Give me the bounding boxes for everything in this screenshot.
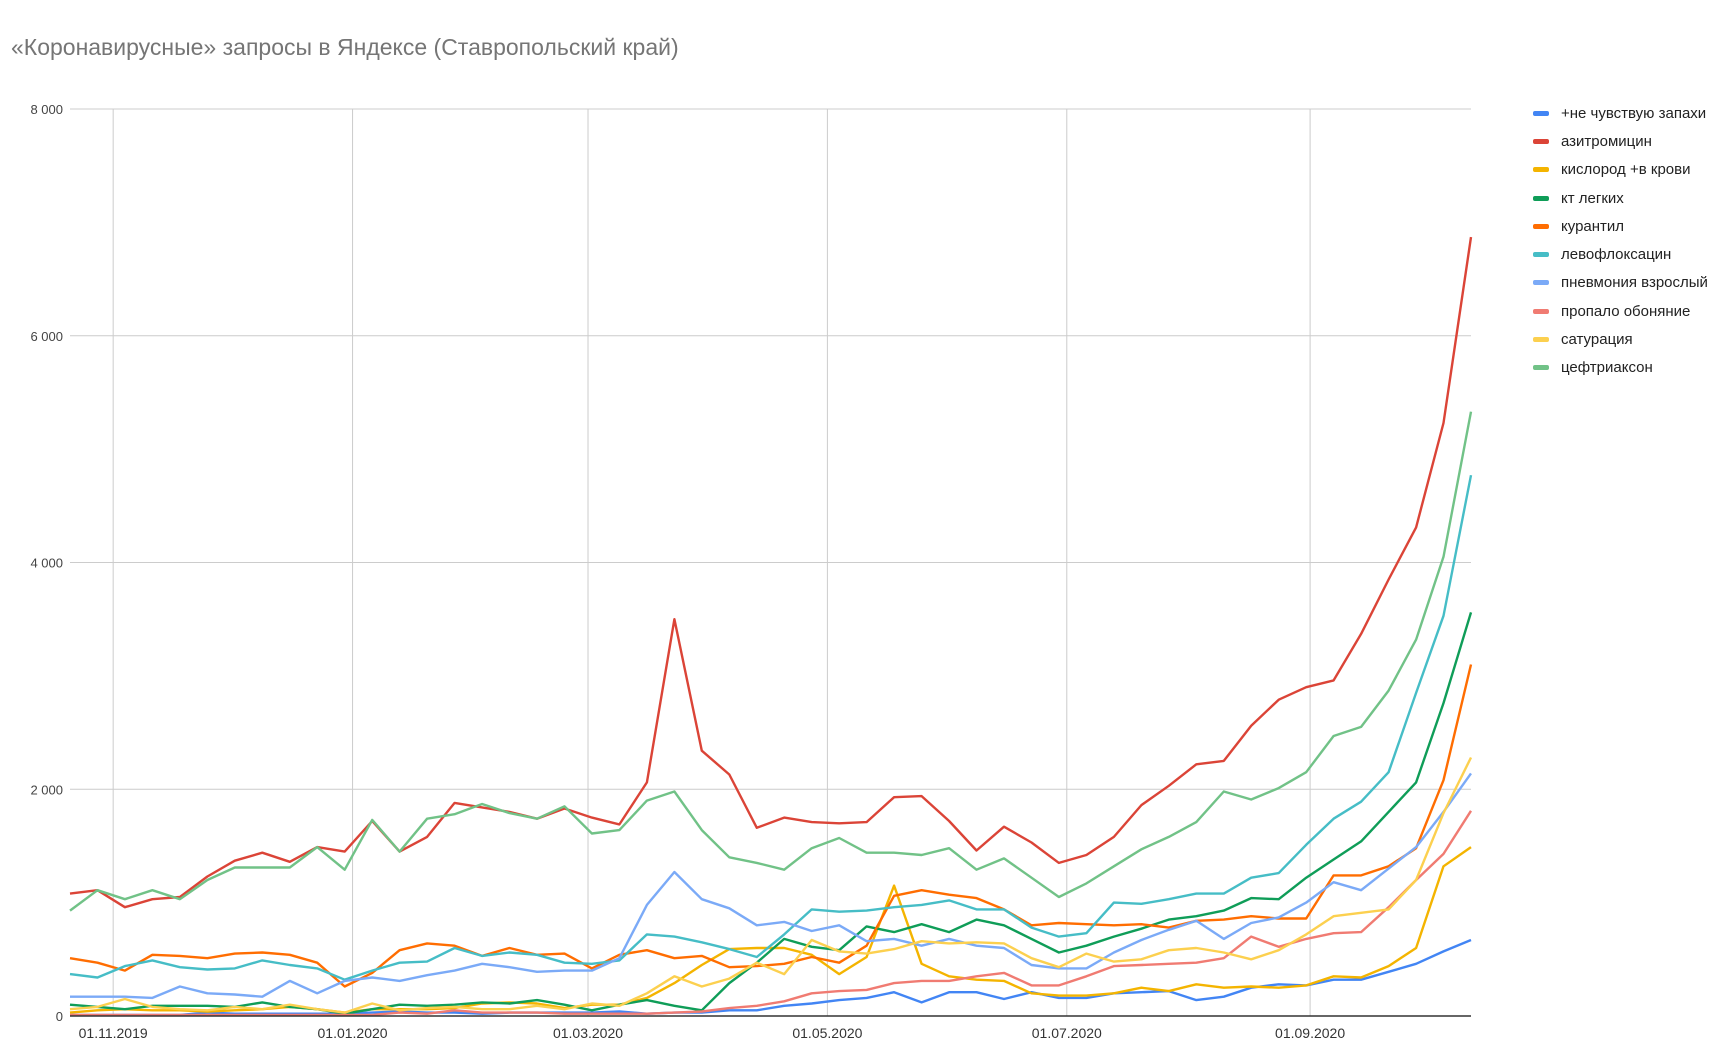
series-line xyxy=(69,411,1473,912)
x-tick-label: 01.11.2019 xyxy=(79,1025,148,1041)
legend-swatch xyxy=(1533,138,1549,144)
series-line xyxy=(69,474,1473,981)
legend-label: азитромицин xyxy=(1561,132,1652,150)
legend-item[interactable]: курантил xyxy=(1533,212,1708,240)
legend-label: курантил xyxy=(1561,217,1625,235)
y-axis-ticks: 0 2 000 4 000 6 000 8 000 xyxy=(30,102,63,1024)
legend-swatch xyxy=(1533,365,1549,371)
legend-item[interactable]: пропало обоняние xyxy=(1533,297,1708,325)
x-tick-label: 01.05.2020 xyxy=(792,1025,862,1041)
legend-label: пропало обоняние xyxy=(1561,302,1691,320)
legend-item[interactable]: пневмония взрослый xyxy=(1533,269,1708,297)
y-tick-label: 6 000 xyxy=(30,329,63,344)
legend-swatch xyxy=(1533,252,1549,258)
y-tick-label: 4 000 xyxy=(30,556,63,571)
x-tick-label: 01.07.2020 xyxy=(1032,1025,1102,1041)
legend-item[interactable]: азитромицин xyxy=(1533,127,1708,155)
legend-swatch xyxy=(1533,223,1549,229)
legend-label: левофлоксацин xyxy=(1561,246,1672,264)
series-lines xyxy=(69,236,1473,1017)
legend-swatch xyxy=(1533,308,1549,314)
legend-swatch xyxy=(1533,195,1549,201)
series-line xyxy=(70,810,1473,1017)
gridlines xyxy=(70,108,1471,1016)
series-line xyxy=(69,756,1473,1014)
x-tick-label: 01.09.2020 xyxy=(1275,1025,1345,1041)
legend-label: пневмония взрослый xyxy=(1561,274,1708,292)
legend-label: кт легких xyxy=(1561,189,1624,207)
legend-item[interactable]: цефтриаксон xyxy=(1533,354,1708,382)
legend-label: +не чувствую запахи xyxy=(1561,104,1707,122)
y-tick-label: 2 000 xyxy=(30,782,63,797)
legend-swatch xyxy=(1533,280,1549,286)
legend-item[interactable]: кислород +в крови xyxy=(1533,156,1708,184)
series-line xyxy=(70,772,1472,1000)
legend-swatch xyxy=(1533,167,1549,173)
x-axis-ticks: 01.11.2019 01.01.2020 01.03.2020 01.05.2020… xyxy=(79,1025,1346,1041)
series-line xyxy=(69,664,1473,988)
legend-item[interactable]: сатурация xyxy=(1533,325,1708,353)
series-line xyxy=(69,236,1473,909)
legend-item[interactable]: левофлоксацин xyxy=(1533,240,1708,268)
legend-swatch xyxy=(1533,337,1549,343)
y-tick-label: 8 000 xyxy=(30,102,63,117)
legend-label: кислород +в крови xyxy=(1561,161,1691,179)
chart-title: «Коронавирусные» запросы в Яндексе (Став… xyxy=(11,34,679,60)
legend: +не чувствую запахи азитромицин кислород +… xyxy=(1533,99,1708,382)
legend-label: цефтриаксон xyxy=(1561,359,1653,377)
legend-label: сатурация xyxy=(1561,331,1633,349)
legend-swatch xyxy=(1533,110,1549,116)
y-tick-label: 0 xyxy=(56,1009,63,1024)
x-tick-label: 01.01.2020 xyxy=(318,1025,388,1041)
legend-item[interactable]: +не чувствую запахи xyxy=(1533,99,1708,127)
legend-item[interactable]: кт легких xyxy=(1533,184,1708,212)
x-tick-label: 01.03.2020 xyxy=(553,1025,623,1041)
